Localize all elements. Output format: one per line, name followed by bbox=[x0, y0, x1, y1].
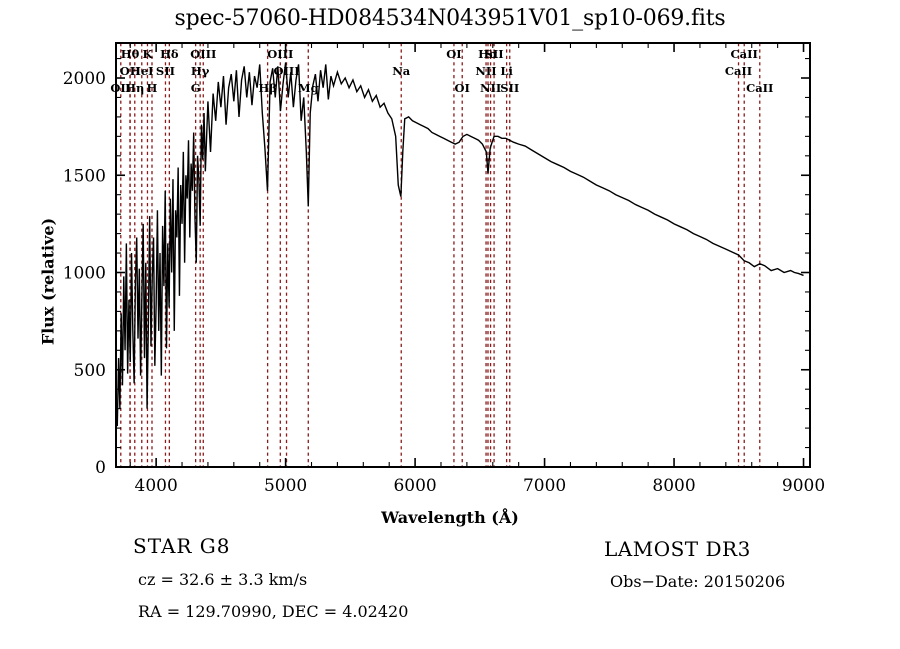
redshift-velocity-label: cz = 32.6 ± 3.3 km/s bbox=[138, 570, 308, 589]
spectral-line-label: CaII bbox=[731, 47, 758, 61]
x-tick-label: 6000 bbox=[393, 476, 436, 496]
plot-frame bbox=[115, 42, 811, 468]
spectral-line-label: HeI bbox=[130, 64, 154, 78]
x-tick-label: 5000 bbox=[264, 476, 307, 496]
spectral-line-label: OIII bbox=[267, 47, 293, 61]
flux-curve bbox=[116, 62, 804, 427]
y-tick-label: 2000 bbox=[63, 69, 106, 89]
spectral-line-label: H bbox=[147, 81, 158, 95]
spectral-line-label: SII bbox=[156, 64, 175, 78]
object-class-label: STAR G8 bbox=[133, 534, 231, 558]
spectral-line-label: Hα bbox=[478, 47, 498, 61]
x-axis-title: Wavelength (Å) bbox=[381, 508, 519, 527]
page-title: spec-57060-HD084534N043951V01_sp10-069.f… bbox=[174, 6, 726, 31]
spectral-line-label: OIII bbox=[273, 64, 299, 78]
spectral-line-label: Hθ bbox=[121, 47, 140, 61]
y-tick-label: 1500 bbox=[63, 166, 106, 186]
spectral-line-label: OI bbox=[446, 47, 461, 61]
spectral-line-label: SII bbox=[485, 47, 504, 61]
axis-tick-labels: 4000 5000 6000 7000 8000 9000 0 500 1000 1500 2000 bbox=[63, 69, 825, 496]
x-tick-label: 4000 bbox=[135, 476, 178, 496]
spectral-line-label: G bbox=[191, 81, 201, 95]
y-tick-label: 0 bbox=[95, 458, 106, 478]
spectral-line-label: OII bbox=[110, 81, 131, 95]
spectral-line-labels: OIIHθOIIHηHeIKHSIIHδGHγOIIIHβOIIIOIIIMgN… bbox=[110, 47, 773, 95]
spectral-line-label: Hη bbox=[125, 81, 144, 95]
spectral-line-label: Hγ bbox=[191, 64, 210, 78]
spectral-line-label: CaII bbox=[725, 64, 752, 78]
spectral-line-label: OIII bbox=[190, 47, 216, 61]
x-tick-label: 9000 bbox=[782, 476, 825, 496]
spectral-line-label: Na bbox=[392, 64, 411, 78]
spectral-line-label: OII bbox=[120, 64, 141, 78]
y-tick-label: 1000 bbox=[63, 264, 106, 284]
spectral-line-label: CaII bbox=[746, 81, 773, 95]
x-tick-label: 7000 bbox=[523, 476, 566, 496]
spectral-line-label: NII bbox=[480, 81, 501, 95]
spectral-line-label: Hβ bbox=[258, 81, 277, 95]
spectral-line-label: OI bbox=[455, 81, 470, 95]
coordinates-label: RA = 129.70990, DEC = 4.02420 bbox=[138, 602, 409, 621]
y-tick-label: 500 bbox=[74, 361, 106, 381]
observation-date-label: Obs−Date: 20150206 bbox=[610, 572, 786, 591]
spectral-line-label: Hδ bbox=[160, 47, 179, 61]
spectral-line-label: SII bbox=[500, 81, 519, 95]
spectral-line-label: NII bbox=[475, 64, 496, 78]
x-tick-label: 8000 bbox=[652, 476, 695, 496]
survey-label: LAMOST DR3 bbox=[604, 537, 751, 561]
spectral-line-label: Li bbox=[500, 64, 513, 78]
spectral-line-label: K bbox=[142, 47, 153, 61]
y-axis-title: Flux (relative) bbox=[38, 217, 58, 346]
spectral-line-label: Mg bbox=[298, 81, 319, 95]
